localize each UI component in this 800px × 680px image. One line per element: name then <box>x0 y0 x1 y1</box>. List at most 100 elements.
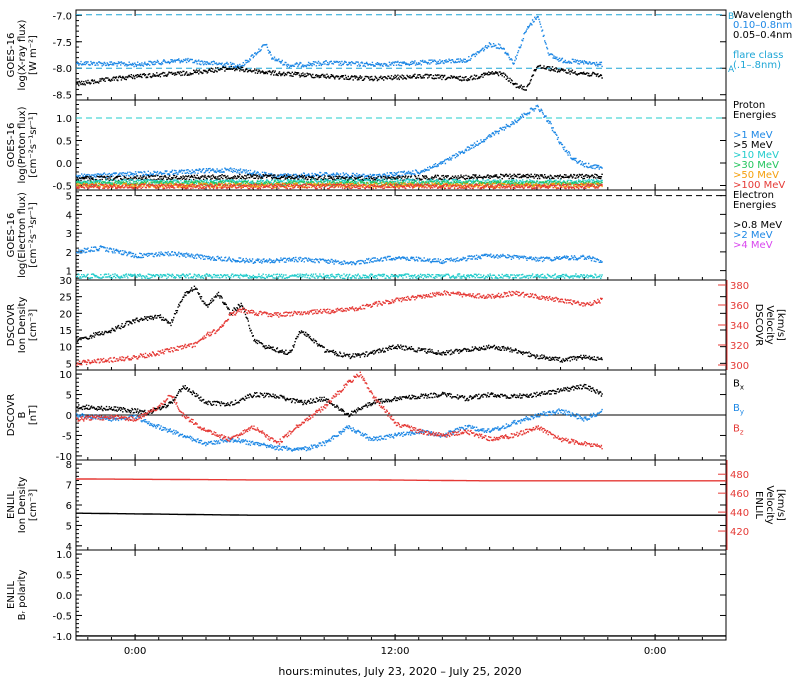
panel-frame <box>75 279 727 371</box>
series-dscovr_b-0 <box>76 383 603 418</box>
legend-entry: 0.10–0.8nm <box>733 20 792 31</box>
legend-entry: Bx <box>733 378 744 391</box>
y-tick-label: 1.0 <box>56 114 72 125</box>
x-tick-label: 0:00 <box>124 646 146 657</box>
y-tick-label: 8 <box>66 460 72 471</box>
y-axis-label: [cm⁻²s⁻¹sr⁻¹] <box>28 112 39 178</box>
series-dscovr_density-0 <box>76 285 603 363</box>
y-tick-label: -1.0 <box>52 632 72 643</box>
y2-tick-label: 360 <box>730 301 749 312</box>
y-axis-label: ENLIL <box>6 491 17 519</box>
y-tick-label: 2 <box>66 248 72 259</box>
series-electron-0 <box>76 245 603 266</box>
series-proton-0 <box>76 104 603 180</box>
series-group <box>76 371 603 452</box>
y-axis-label: GOES-16 <box>6 213 17 258</box>
y-axis-label: Ion Density <box>17 477 28 534</box>
y-axis-label: Ion Density <box>17 297 28 354</box>
y-tick-label: 30 <box>59 276 72 287</box>
y2-axis-label: DSCOVR <box>753 304 764 347</box>
y2-tick-label: 320 <box>730 341 749 352</box>
y-tick-label: 0 <box>66 411 72 422</box>
y-tick-label: -5 <box>62 431 72 442</box>
y-axis-label: [nT] <box>28 405 39 425</box>
panel-xray: -7.0 -7.5 -8.0 -8.5 B A GOES-16 log(X-ray flux)… <box>6 9 792 102</box>
y-axis-label: log(X-ray flux) <box>17 19 28 90</box>
legend-entry: Wavelength <box>733 10 792 21</box>
y-tick-label: -0.5 <box>52 611 72 622</box>
y-axis-label: GOES-16 <box>6 33 17 78</box>
series-group <box>76 15 603 91</box>
y-tick-label: 0.5 <box>56 137 72 148</box>
panel-frame <box>75 549 727 641</box>
legend-entry: >4 MeV <box>733 240 773 251</box>
y2-tick-label: 420 <box>730 527 749 538</box>
legend-entry: >100 MeV <box>733 180 785 191</box>
legend-entry: >2 MeV <box>733 230 773 241</box>
y-tick-label: 5 <box>66 359 72 370</box>
series-dscovr_density-1 <box>76 290 603 366</box>
legend-entry: >50 MeV <box>733 170 779 181</box>
y-axis-label: B <box>17 411 28 418</box>
y-tick-label: 10 <box>59 343 72 354</box>
y-axis-label: log(Electron flux) <box>17 192 28 278</box>
legend-entry: Energies <box>733 200 776 211</box>
legend-entry: Electron <box>733 190 774 201</box>
panel-proton: 1.0 0.5 0.0 -0.5 GOES-16 log(Proton flux) [cm⁻… <box>6 99 785 193</box>
legend-entry: Bz <box>733 423 744 436</box>
reference-line-label: B <box>728 12 734 22</box>
y-tick-label: 0.0 <box>56 591 72 602</box>
y-tick-label: 3 <box>66 229 72 240</box>
series-dscovr_b-1 <box>76 408 603 452</box>
y2-axis-label: ENLIL <box>753 491 764 519</box>
y-axis-label: [cm⁻³] <box>28 489 39 521</box>
y2-axis-label: [km/s] <box>775 309 786 341</box>
legend-entry: >5 MeV <box>733 140 773 151</box>
y-tick-label: 10 <box>59 370 72 381</box>
y-axis-label: Bᵣ polarity <box>17 570 28 621</box>
y-tick-label: 6 <box>66 501 72 512</box>
series-group <box>76 285 603 366</box>
legend-entry: By <box>733 403 744 416</box>
y-tick-label: 7 <box>66 481 72 492</box>
series-dscovr_b-2 <box>76 371 603 450</box>
series-group <box>76 478 726 516</box>
legend-entry: >0.8 MeV <box>733 220 782 231</box>
y2-tick-label: 460 <box>730 489 749 500</box>
y-tick-label: -8.0 <box>52 64 72 75</box>
y-tick-label: 0.5 <box>56 571 72 582</box>
panel-frame <box>75 459 727 551</box>
y-axis-label: [cm⁻³] <box>28 309 39 341</box>
x-axis-label: hours:minutes, July 23, 2020 – July 25, … <box>278 665 521 678</box>
y-axis-label: log(Proton flux) <box>17 106 28 183</box>
y-axis-label: [cm⁻²s⁻¹sr⁻¹] <box>28 202 39 268</box>
series-group <box>76 245 603 280</box>
x-tick-label: 0:00 <box>644 646 666 657</box>
series-enlil_density-1 <box>76 478 726 482</box>
y-tick-label: 0.0 <box>56 159 72 170</box>
legend-entry: Proton <box>733 100 765 111</box>
legend-entry: 0.05–0.4nm <box>733 30 792 41</box>
y-tick-label: 1 <box>66 267 72 278</box>
y-tick-label: 5 <box>66 391 72 402</box>
legend-entry: >30 MeV <box>733 160 779 171</box>
panel-frame <box>75 9 727 101</box>
y-tick-label: 4 <box>66 542 72 553</box>
y-tick-label: -7.5 <box>52 38 72 49</box>
panel-enlil_polarity: 1.0 0.5 0.0 -0.5 -1.0 ENLIL Bᵣ polarity <box>6 549 727 643</box>
y-tick-label: 5 <box>66 192 72 203</box>
panel-electron: 5 4 3 2 1 GOES-16 log(Electron flux) [cm⁻²s⁻¹sr… <box>6 189 782 281</box>
panel-frame <box>75 99 727 191</box>
series-xray-1 <box>76 64 603 91</box>
y-tick-label: 25 <box>59 293 72 304</box>
legend-entry: flare class <box>733 50 783 61</box>
y2-axis-label: Velocity <box>764 485 775 524</box>
y-tick-label: 1.0 <box>56 550 72 561</box>
y2-tick-label: 300 <box>730 361 749 372</box>
y2-tick-label: 440 <box>730 508 749 519</box>
reference-line-label: A <box>728 65 735 75</box>
series-xray-0 <box>76 15 603 69</box>
series-enlil_density-0 <box>76 512 726 516</box>
